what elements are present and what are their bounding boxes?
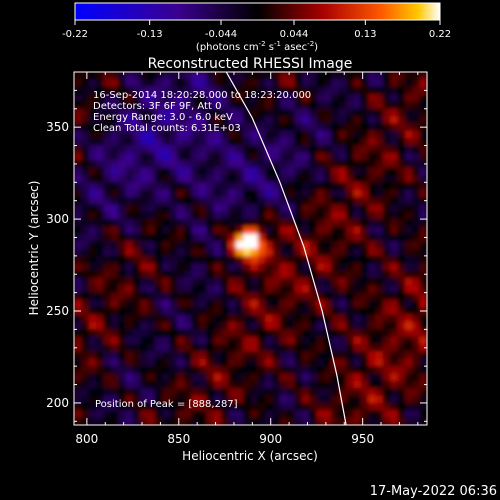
y-tick-label: 300 <box>46 212 69 226</box>
heatmap-image <box>74 72 427 425</box>
x-axis-label: Heliocentric X (arcsec) <box>182 449 318 463</box>
colorbar-tick-label: -0.044 <box>205 29 237 40</box>
info-line-energy: Energy Range: 3.0 - 6.0 keV <box>93 112 233 123</box>
colorbar-unit-label: (photons cm-2 s-1 asec-2) <box>196 40 318 53</box>
solar-limb-curve <box>225 72 347 425</box>
colorbar-ticks: -0.22 -0.13 -0.044 0.044 0.13 0.22 <box>62 20 451 40</box>
plot-frame <box>73 71 428 426</box>
colorbar-tick-label: 0.22 <box>429 29 451 40</box>
x-tick-label: 950 <box>351 432 374 446</box>
info-line-counts: Clean Total counts: 6.31E+03 <box>93 123 241 134</box>
x-tick-label: 900 <box>259 432 282 446</box>
y-tick-label: 200 <box>46 396 69 410</box>
colorbar-tick-label: -0.22 <box>62 29 88 40</box>
info-line-detectors: Detectors: 3F 6F 9F, Att 0 <box>93 101 221 112</box>
chart-title: Reconstructed RHESSI Image <box>148 56 353 72</box>
info-line-time: 16-Sep-2014 18:20:28.000 to 18:23:20.000 <box>93 90 311 101</box>
peak-position-text: Position of Peak = [888,287] <box>95 399 238 410</box>
y-axis-label: Heliocentric Y (arcsec) <box>27 181 41 316</box>
axis-ticks: 800 850 900 950 200 250 300 350 <box>46 71 427 446</box>
y-tick-label: 350 <box>46 120 69 134</box>
colorbar-tick-label: 0.044 <box>280 29 309 40</box>
x-tick-label: 800 <box>75 432 98 446</box>
x-tick-label: 850 <box>167 432 190 446</box>
y-tick-label: 250 <box>46 304 69 318</box>
colorbar-tick-label: -0.13 <box>137 29 163 40</box>
colorbar-tick-label: 0.13 <box>354 29 376 40</box>
timestamp: 17-May-2022 06:36 <box>370 484 497 499</box>
colorbar <box>74 2 441 21</box>
